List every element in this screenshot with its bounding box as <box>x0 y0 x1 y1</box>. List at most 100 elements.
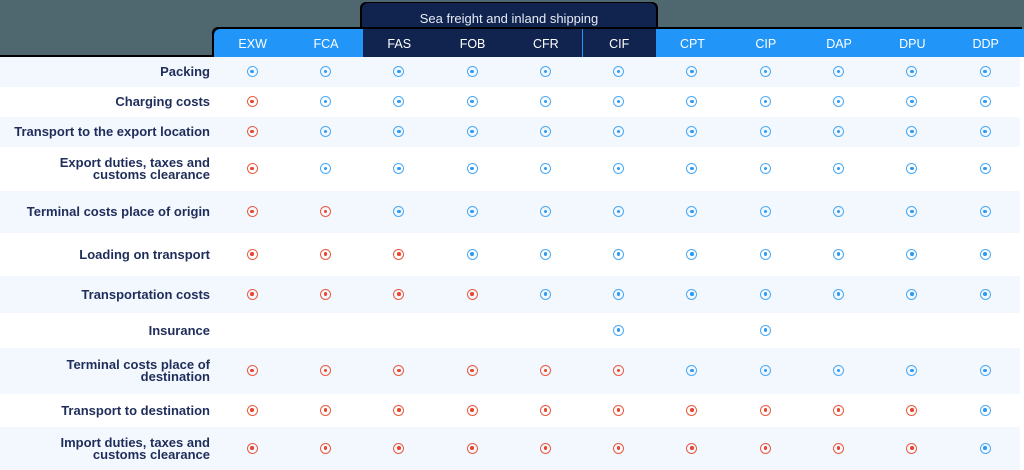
row-label: Transportation costs <box>81 286 210 302</box>
blue-target-icon <box>759 324 771 336</box>
row-label: Terminal costs place of destination <box>66 357 210 384</box>
blue-target-icon <box>979 163 991 174</box>
blue-target-icon <box>686 365 698 376</box>
red-target-icon <box>466 442 478 454</box>
table-row: Terminal costs place of destination <box>0 348 1020 394</box>
blue-target-icon <box>539 206 551 217</box>
blue-target-icon <box>466 126 478 137</box>
column-header-fca: FCA <box>313 37 339 51</box>
blue-target-icon <box>833 126 845 137</box>
red-target-icon <box>466 288 478 300</box>
column-header-dpu: DPU <box>899 37 926 51</box>
blue-target-icon <box>539 126 551 137</box>
blue-target-icon <box>613 206 625 217</box>
blue-target-icon <box>979 442 991 454</box>
blue-target-icon <box>833 206 845 217</box>
blue-target-icon <box>319 66 331 77</box>
column-header-fas: FAS <box>362 29 436 57</box>
blue-target-icon <box>393 163 405 174</box>
blue-target-icon <box>613 66 625 77</box>
red-target-icon <box>246 288 258 300</box>
blue-target-icon <box>833 96 845 107</box>
column-header-dap: DAP <box>826 37 852 51</box>
red-target-icon <box>393 442 405 454</box>
blue-target-icon <box>906 96 918 107</box>
red-target-icon <box>613 442 625 454</box>
table-row: Loading on transport <box>0 233 1020 276</box>
blue-target-icon <box>833 288 845 300</box>
blue-target-icon <box>539 163 551 174</box>
blue-target-icon <box>319 96 331 107</box>
red-target-icon <box>246 365 258 376</box>
blue-target-icon <box>906 248 918 260</box>
row-label: Export duties, taxes and customs clearan… <box>59 155 210 182</box>
blue-target-icon <box>979 96 991 107</box>
blue-target-icon <box>906 206 918 217</box>
blue-target-icon <box>613 288 625 300</box>
blue-target-icon <box>759 126 771 137</box>
blue-target-icon <box>393 66 405 77</box>
red-target-icon <box>759 404 771 416</box>
blue-target-icon <box>539 288 551 300</box>
blue-target-icon <box>613 126 625 137</box>
red-target-icon <box>246 96 258 107</box>
blue-target-icon <box>906 365 918 376</box>
column-header-cpt: CPT <box>679 37 705 51</box>
header-divider <box>0 55 214 57</box>
blue-target-icon <box>393 96 405 107</box>
blue-target-icon <box>759 248 771 260</box>
blue-target-icon <box>539 66 551 77</box>
blue-target-icon <box>906 288 918 300</box>
blue-target-icon <box>466 66 478 77</box>
red-target-icon <box>613 365 625 376</box>
blue-target-icon <box>979 248 991 260</box>
column-header-exw: EXW <box>238 37 267 51</box>
red-target-icon <box>319 206 331 217</box>
blue-target-icon <box>759 96 771 107</box>
red-target-icon <box>466 365 478 376</box>
column-header-cip: CIP <box>755 37 777 51</box>
blue-target-icon <box>906 163 918 174</box>
table-row: Transport to destination <box>0 394 1020 427</box>
blue-target-icon <box>613 163 625 174</box>
red-target-icon <box>833 404 845 416</box>
red-target-icon <box>319 442 331 454</box>
blue-target-icon <box>759 206 771 217</box>
blue-target-icon <box>979 66 991 77</box>
red-target-icon <box>686 442 698 454</box>
red-target-icon <box>246 206 258 217</box>
red-target-icon <box>319 365 331 376</box>
row-label: Loading on transport <box>79 246 210 262</box>
table-row: Packing <box>0 57 1020 87</box>
red-target-icon <box>906 404 918 416</box>
blue-target-icon <box>319 163 331 174</box>
blue-target-icon <box>686 96 698 107</box>
column-header-fob: FOB <box>435 29 510 57</box>
row-label: Insurance <box>148 322 210 338</box>
blue-target-icon <box>393 126 405 137</box>
table-row: Insurance <box>0 313 1020 348</box>
right-edge <box>1020 57 1024 470</box>
blue-target-icon <box>466 248 478 260</box>
blue-target-icon <box>539 96 551 107</box>
blue-target-icon <box>613 248 625 260</box>
row-label: Transport to destination <box>61 402 210 418</box>
table-row: Transportation costs <box>0 276 1020 313</box>
red-target-icon <box>539 442 551 454</box>
row-label: Transport to the export location <box>14 124 210 139</box>
table-row: Charging costs <box>0 87 1020 117</box>
blue-target-icon <box>759 288 771 300</box>
red-target-icon <box>759 442 771 454</box>
blue-target-icon <box>759 66 771 77</box>
row-label: Charging costs <box>115 94 210 109</box>
row-label: Import duties, taxes and customs clearan… <box>60 434 210 462</box>
red-target-icon <box>393 288 405 300</box>
blue-target-icon <box>759 365 771 376</box>
blue-target-icon <box>686 126 698 137</box>
table-row: Import duties, taxes and customs clearan… <box>0 427 1020 470</box>
red-target-icon <box>246 163 258 174</box>
incoterms-table: Packing Charging costs Transport to the ex… <box>0 57 1020 470</box>
red-target-icon <box>393 365 405 376</box>
blue-target-icon <box>759 163 771 174</box>
red-target-icon <box>319 288 331 300</box>
